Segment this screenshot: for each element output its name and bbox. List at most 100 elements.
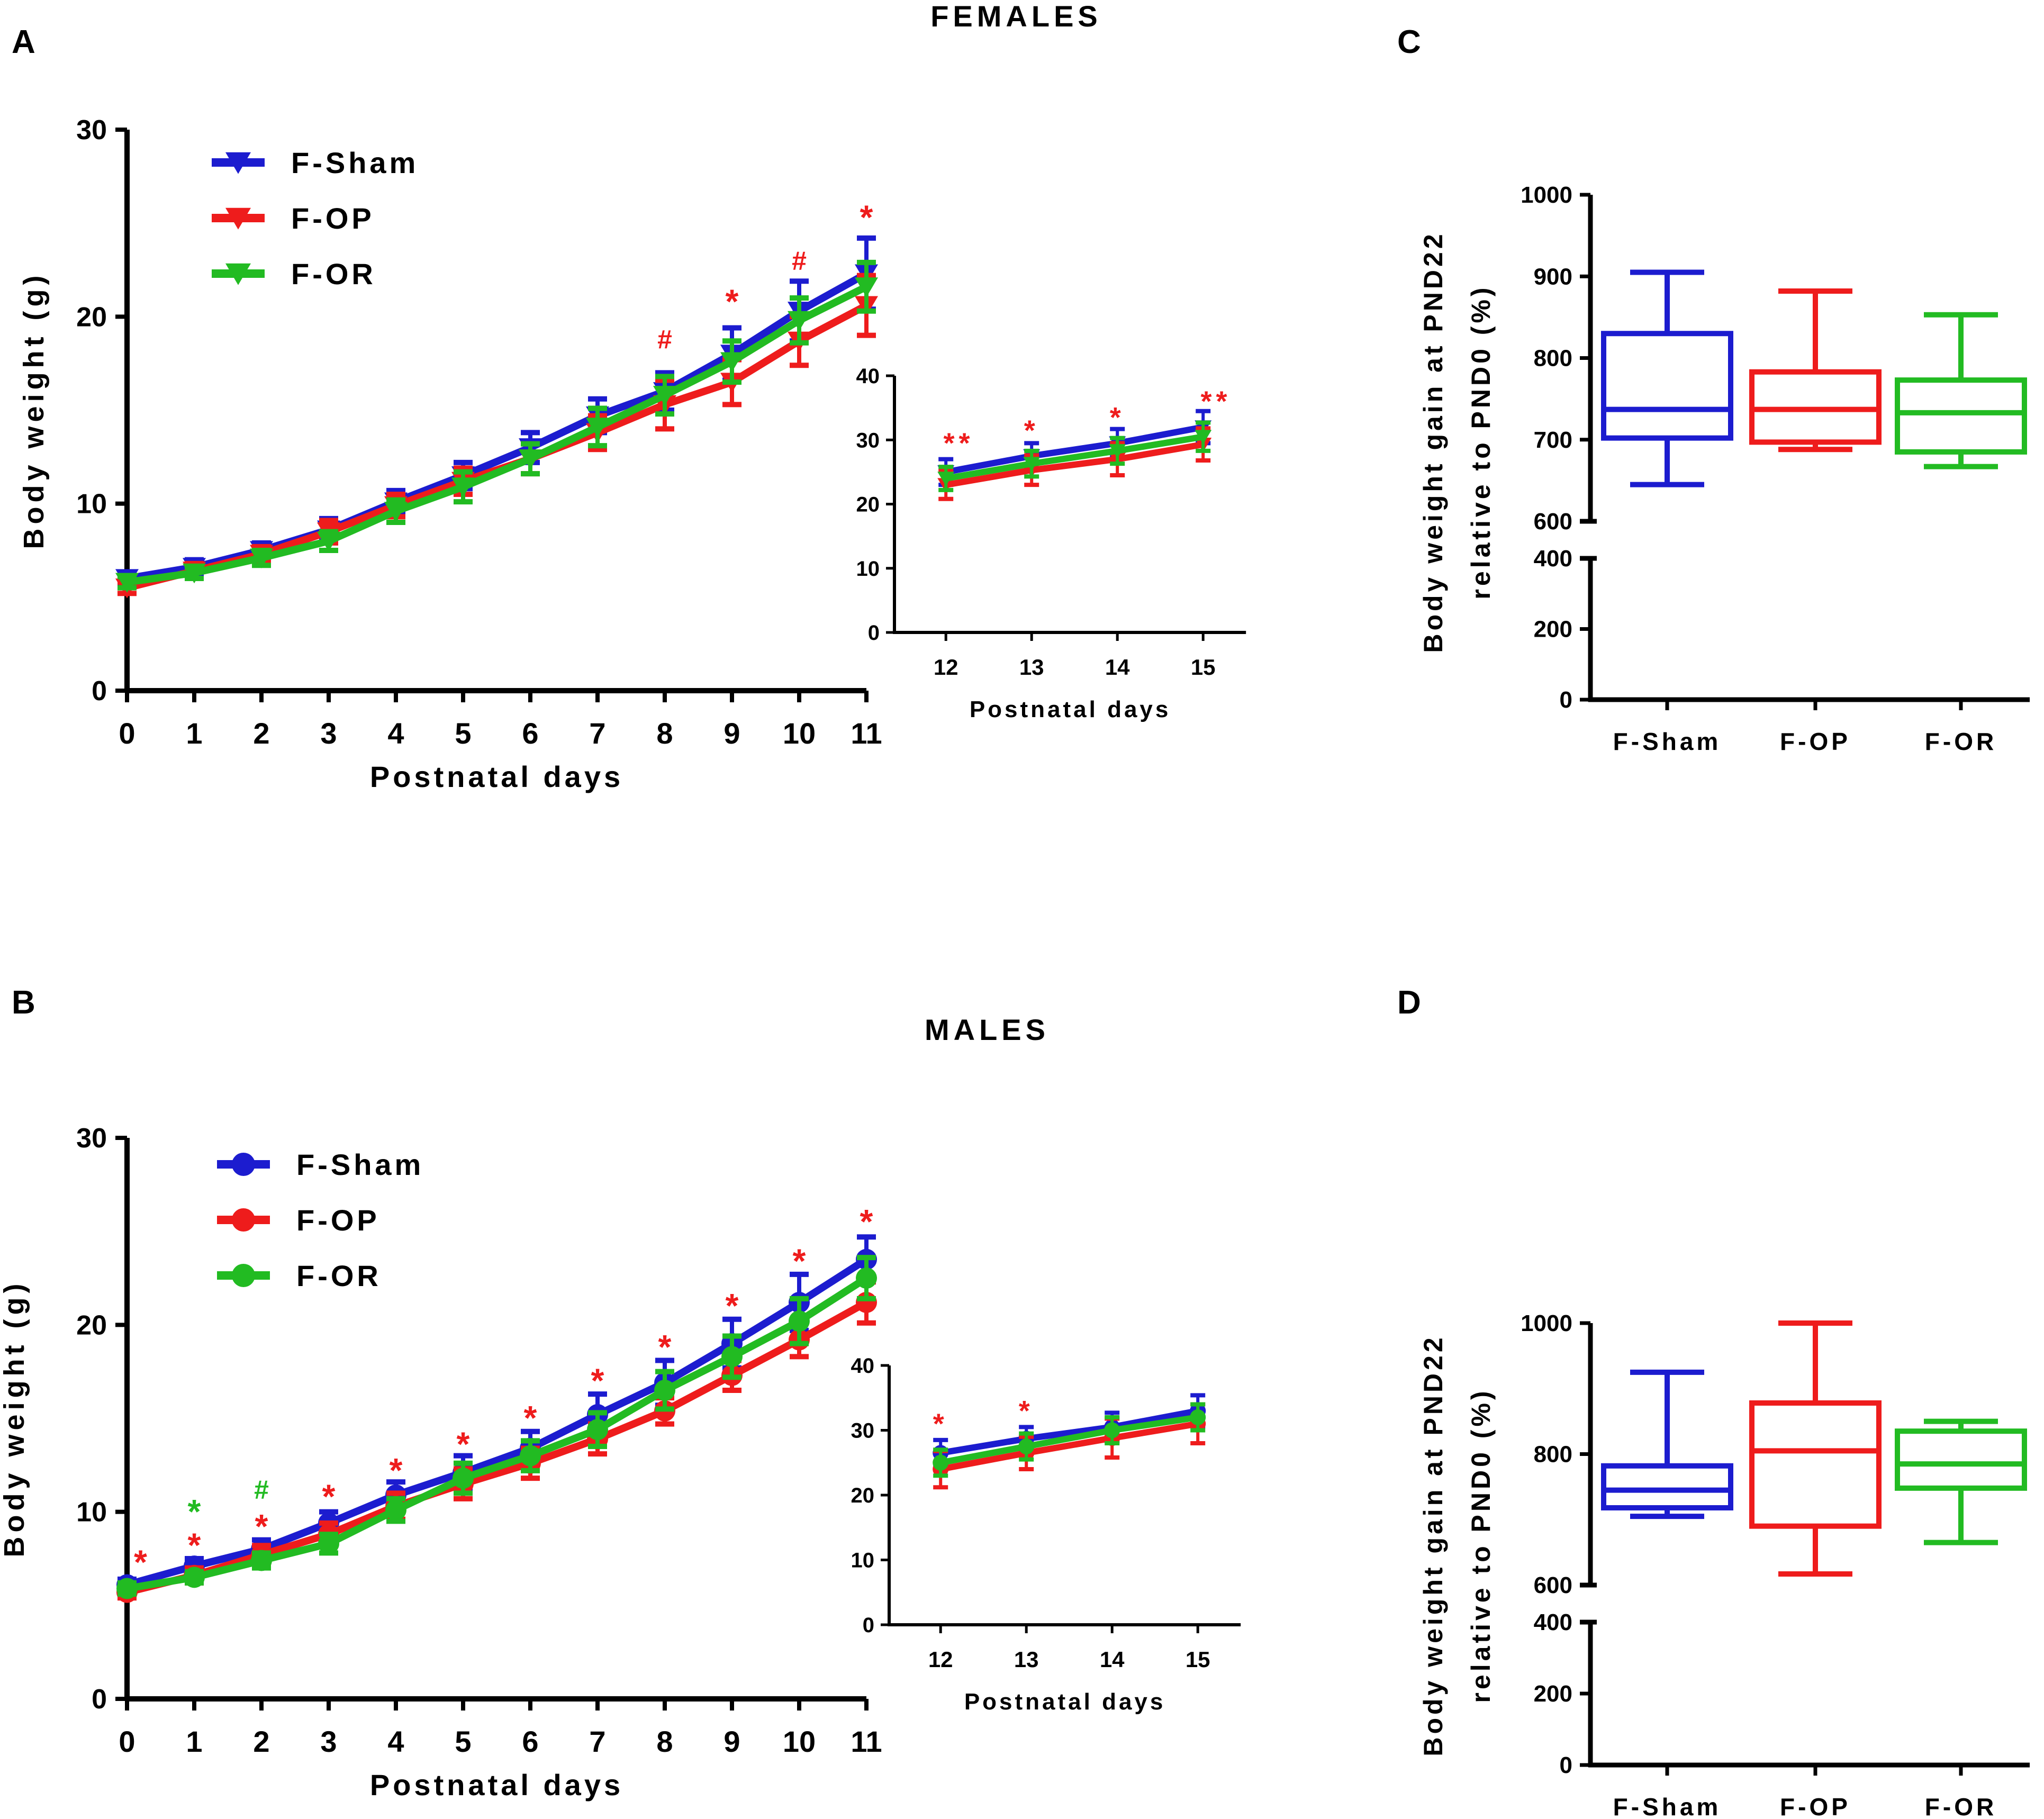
females-title: FEMALES bbox=[930, 0, 1102, 33]
inset-y-tick-label: 30 bbox=[856, 429, 880, 452]
x-tick-label: 6 bbox=[522, 717, 538, 750]
inset-significance-mark: * bbox=[1024, 414, 1039, 446]
y-tick-label: 800 bbox=[1534, 1442, 1572, 1468]
x-tick-label: 7 bbox=[589, 717, 605, 750]
inset-x-tick-label: 15 bbox=[1186, 1647, 1210, 1672]
x-tick-label: 6 bbox=[522, 1725, 538, 1758]
x-tick-label: 1 bbox=[186, 717, 202, 750]
inset-data-point bbox=[1109, 444, 1126, 459]
series-line-op bbox=[126, 1299, 869, 1596]
significance-mark: * bbox=[726, 282, 739, 320]
x-tick-label: 4 bbox=[387, 717, 404, 750]
data-point bbox=[855, 277, 878, 297]
significance-mark: * bbox=[188, 1526, 201, 1564]
significance-mark: * bbox=[390, 1451, 403, 1489]
y-axis-label: relative to PND0 (%) bbox=[1466, 1388, 1496, 1703]
inset-data-point bbox=[1023, 457, 1041, 472]
x-tick-label: 9 bbox=[723, 1725, 740, 1758]
inset-significance-mark: * bbox=[1110, 402, 1125, 433]
x-axis-label: Postnatal days bbox=[370, 760, 623, 793]
x-tick-label: 5 bbox=[455, 1725, 471, 1758]
y-tick-label: 30 bbox=[76, 115, 107, 146]
significance-mark: # bbox=[792, 246, 807, 276]
inset-x-tick-label: 13 bbox=[1019, 655, 1044, 680]
inset-significance-mark: ** bbox=[943, 428, 974, 459]
x-tick-label: 10 bbox=[783, 717, 816, 750]
y-axis-label: Body weight (g) bbox=[0, 1280, 30, 1558]
box-chart-males: 0 200 400 600 800 1000 Body weight gain at PND… bbox=[1418, 1310, 2030, 1819]
legend-label: F-Sham bbox=[296, 1148, 424, 1181]
inset-significance-mark: * bbox=[1019, 1395, 1034, 1427]
legend-marker bbox=[232, 1153, 255, 1176]
significance-mark: * bbox=[591, 1362, 604, 1400]
inset-y-tick-label: 20 bbox=[856, 493, 880, 517]
data-point bbox=[115, 573, 139, 593]
inset-y-tick-label: 10 bbox=[851, 1549, 875, 1572]
y-tick-label: 400 bbox=[1534, 1609, 1572, 1635]
significance-mark: * bbox=[793, 1242, 806, 1280]
y-tick-label: 800 bbox=[1534, 346, 1572, 372]
x-tick-label: F-Sham bbox=[1613, 728, 1722, 755]
inset-series-line-op bbox=[940, 1420, 1199, 1472]
x-tick-label: F-OP bbox=[1780, 1793, 1851, 1819]
x-tick-label: 0 bbox=[119, 717, 135, 750]
data-point bbox=[318, 1533, 339, 1554]
data-point bbox=[587, 1419, 608, 1441]
legend-label: F-OR bbox=[291, 257, 376, 291]
inset-data-point bbox=[1018, 1438, 1035, 1455]
data-point bbox=[654, 1380, 675, 1401]
x-tick-label: 3 bbox=[320, 717, 337, 750]
data-point bbox=[519, 449, 542, 469]
inset-series-line-or bbox=[940, 1414, 1199, 1466]
data-point bbox=[520, 1445, 541, 1467]
y-axis-label: Body weight gain at PND22 bbox=[1418, 231, 1448, 653]
males-title: MALES bbox=[925, 1013, 1050, 1046]
inset-data-point bbox=[1190, 1409, 1206, 1425]
inset-x-tick-label: 13 bbox=[1014, 1647, 1039, 1672]
series-line-or bbox=[126, 283, 869, 586]
significance-mark: * bbox=[726, 1287, 739, 1325]
y-axis-label: relative to PND0 (%) bbox=[1466, 284, 1496, 599]
data-point bbox=[184, 1567, 205, 1588]
x-tick-label: 4 bbox=[387, 1725, 404, 1758]
x-tick-label: 5 bbox=[455, 717, 471, 750]
inset-series-line-op bbox=[945, 441, 1204, 488]
y-tick-label: 200 bbox=[1534, 617, 1572, 642]
panel-label-c: C bbox=[1397, 24, 1421, 60]
data-point bbox=[250, 548, 273, 568]
x-tick-label: 8 bbox=[656, 1725, 673, 1758]
y-axis-label: Body weight (g) bbox=[18, 272, 50, 549]
inset-series-line-sham bbox=[945, 424, 1204, 475]
significance-mark: # bbox=[254, 1475, 269, 1505]
inset-series-line-or bbox=[945, 433, 1204, 482]
y-tick-label: 1000 bbox=[1521, 182, 1572, 208]
inset-significance-mark: ** bbox=[1200, 386, 1231, 418]
y-tick-label: 10 bbox=[76, 489, 107, 520]
y-tick-label: 900 bbox=[1534, 264, 1572, 289]
inset-y-tick-label: 0 bbox=[868, 621, 880, 645]
inset-x-tick-label: 12 bbox=[934, 655, 958, 680]
inset-y-tick-label: 40 bbox=[851, 1354, 875, 1378]
data-point bbox=[385, 1499, 406, 1521]
significance-mark: * bbox=[134, 1543, 147, 1581]
legend-marker bbox=[225, 152, 251, 174]
significance-mark: * bbox=[255, 1507, 268, 1545]
significance-mark: * bbox=[860, 1202, 873, 1241]
legend-label: F-OP bbox=[296, 1203, 380, 1237]
inset-x-tick-label: 15 bbox=[1191, 655, 1216, 680]
significance-mark: * bbox=[524, 1399, 537, 1437]
legend-marker bbox=[232, 1208, 255, 1232]
series-line-or bbox=[126, 1275, 869, 1592]
y-tick-label: 20 bbox=[76, 1310, 107, 1341]
data-point bbox=[788, 311, 811, 331]
y-axis-label: Body weight gain at PND22 bbox=[1418, 1334, 1448, 1756]
x-tick-label: 8 bbox=[656, 717, 673, 750]
significance-mark: * bbox=[860, 198, 873, 236]
significance-mark: # bbox=[657, 324, 672, 354]
x-axis-label: Postnatal days bbox=[370, 1768, 623, 1802]
x-tick-label: 7 bbox=[589, 1725, 605, 1758]
inset-data-point bbox=[937, 472, 955, 486]
y-tick-label: 600 bbox=[1534, 509, 1572, 535]
